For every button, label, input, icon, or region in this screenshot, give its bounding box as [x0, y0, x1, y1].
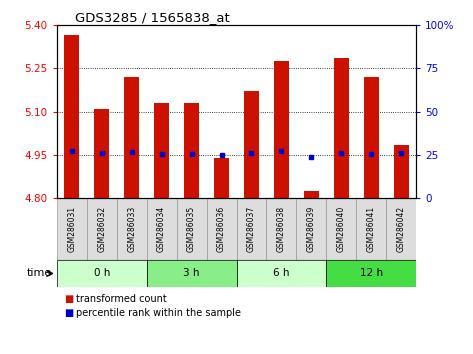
Bar [274, 61, 289, 198]
Text: GSM286041: GSM286041 [367, 206, 376, 252]
Text: GSM286033: GSM286033 [127, 206, 136, 252]
Bar [154, 103, 169, 198]
Text: time: time [27, 268, 52, 279]
Text: GSM286038: GSM286038 [277, 206, 286, 252]
Bar [124, 77, 139, 198]
FancyBboxPatch shape [297, 198, 326, 260]
Text: GSM286031: GSM286031 [67, 206, 76, 252]
Bar [394, 145, 409, 198]
Text: GSM286039: GSM286039 [307, 206, 316, 252]
Text: GSM286042: GSM286042 [397, 206, 406, 252]
FancyBboxPatch shape [326, 260, 416, 287]
FancyBboxPatch shape [207, 198, 236, 260]
FancyBboxPatch shape [356, 198, 386, 260]
FancyBboxPatch shape [147, 260, 236, 287]
Text: GSM286037: GSM286037 [247, 206, 256, 252]
FancyBboxPatch shape [236, 260, 326, 287]
Text: percentile rank within the sample: percentile rank within the sample [76, 308, 241, 318]
Bar [304, 191, 319, 198]
FancyBboxPatch shape [326, 198, 356, 260]
Bar [184, 103, 199, 198]
Bar [244, 91, 259, 198]
Bar [94, 109, 109, 198]
Text: GDS3285 / 1565838_at: GDS3285 / 1565838_at [75, 11, 229, 24]
Text: 6 h: 6 h [273, 268, 289, 279]
FancyBboxPatch shape [176, 198, 207, 260]
Text: transformed count: transformed count [76, 294, 166, 304]
FancyBboxPatch shape [266, 198, 297, 260]
Text: GSM286036: GSM286036 [217, 206, 226, 252]
Bar [334, 58, 349, 198]
FancyBboxPatch shape [386, 198, 416, 260]
Text: 0 h: 0 h [94, 268, 110, 279]
FancyBboxPatch shape [57, 198, 87, 260]
Bar [64, 35, 79, 198]
Text: GSM286034: GSM286034 [157, 206, 166, 252]
FancyBboxPatch shape [236, 198, 266, 260]
Bar [214, 158, 229, 198]
Text: 12 h: 12 h [360, 268, 383, 279]
Text: ■: ■ [64, 308, 73, 318]
FancyBboxPatch shape [87, 198, 117, 260]
Text: GSM286040: GSM286040 [337, 206, 346, 252]
FancyBboxPatch shape [57, 260, 147, 287]
FancyBboxPatch shape [147, 198, 176, 260]
Text: ■: ■ [64, 294, 73, 304]
Bar [364, 77, 379, 198]
Text: GSM286035: GSM286035 [187, 206, 196, 252]
Text: 3 h: 3 h [184, 268, 200, 279]
FancyBboxPatch shape [117, 198, 147, 260]
Text: GSM286032: GSM286032 [97, 206, 106, 252]
